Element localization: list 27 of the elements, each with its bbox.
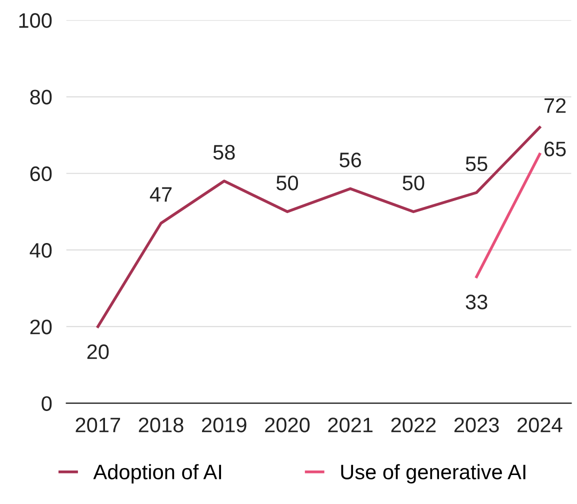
y-tick-label: 0 bbox=[42, 396, 52, 411]
data-label: 72 bbox=[544, 98, 566, 113]
y-tick-label: 80 bbox=[30, 90, 52, 105]
x-tick-label: 2021 bbox=[328, 418, 373, 432]
y-tick-label: 100 bbox=[19, 13, 52, 28]
x-tick-label: 2017 bbox=[76, 418, 120, 432]
x-tick-label: 2020 bbox=[265, 418, 310, 432]
data-label: 50 bbox=[276, 176, 298, 190]
x-tick-label: 2023 bbox=[454, 418, 499, 432]
x-tick-label: 2022 bbox=[391, 418, 436, 432]
y-tick-label: 60 bbox=[30, 166, 52, 182]
data-label: 47 bbox=[150, 187, 172, 202]
legend-label: Adoption of AI bbox=[93, 464, 222, 484]
data-label: 56 bbox=[340, 152, 362, 168]
y-tick-label: 40 bbox=[30, 242, 52, 258]
data-label: 55 bbox=[466, 156, 488, 172]
y-tick-label: 20 bbox=[30, 320, 52, 334]
data-label: 58 bbox=[213, 144, 235, 160]
data-label: 50 bbox=[402, 176, 424, 190]
legend-label: Use of generative AI bbox=[341, 464, 526, 484]
data-label: 65 bbox=[544, 142, 566, 156]
x-tick-label: 2019 bbox=[202, 418, 246, 432]
data-label: 33 bbox=[466, 294, 488, 310]
x-tick-label: 2024 bbox=[518, 418, 562, 432]
x-tick-label: 2018 bbox=[138, 418, 184, 432]
data-label: 20 bbox=[87, 344, 109, 360]
line-series bbox=[96, 126, 542, 328]
